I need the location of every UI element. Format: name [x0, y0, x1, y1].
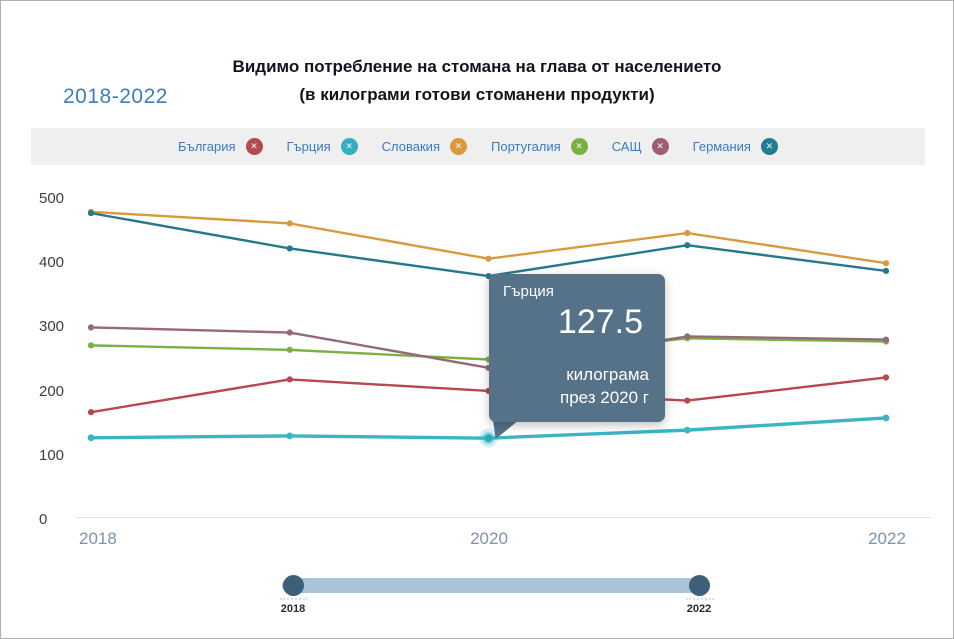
legend-remove-icon[interactable]: ✕ [245, 138, 263, 155]
legend-item-label: България [178, 139, 236, 154]
legend-remove-icon[interactable]: ✕ [651, 138, 669, 155]
legend-item-label: Португалия [491, 139, 561, 154]
y-tick-label: 100 [39, 446, 65, 464]
slider-handle-end[interactable] [689, 575, 710, 596]
legend-item-САЩ[interactable]: САЩ ✕ [612, 138, 669, 155]
data-point-Словакия-2021[interactable] [684, 229, 691, 237]
data-point-Германия-2019[interactable] [286, 245, 293, 252]
x-tick-label: 2020 [470, 529, 508, 548]
legend-item-Словакия[interactable]: Словакия ✕ [382, 138, 467, 155]
data-point-България-2021[interactable] [684, 397, 691, 404]
tooltip-unit: килограма [566, 365, 649, 384]
y-tick-label: 0 [39, 511, 48, 528]
legend-item-България[interactable]: България ✕ [178, 138, 263, 155]
data-point-САЩ-2018[interactable] [87, 324, 95, 331]
data-point-Словакия-2022[interactable] [882, 260, 890, 267]
x-tick-label: 2018 [79, 529, 117, 548]
data-point-Германия-2021[interactable] [684, 242, 691, 249]
legend-item-Германия[interactable]: Германия ✕ [693, 138, 778, 155]
data-point-САЩ-2019[interactable] [286, 329, 293, 336]
slider-start-label: 2018 [280, 603, 306, 615]
chart-title-line2: (в килограми готови стоманени продукти) [299, 85, 655, 104]
x-tick-label: 2022 [868, 529, 906, 548]
slider-end-label: 2022 [686, 603, 712, 615]
y-tick-label: 200 [39, 382, 65, 400]
legend: България ✕ Гърция ✕ Словакия ✕ Португалия ✕ САЩ ✕… [31, 128, 925, 165]
chart-title-line1: Видимо потребление на стомана на глава о… [232, 57, 722, 76]
data-point-САЩ-2022[interactable] [882, 336, 890, 343]
data-point-Словакия-2020[interactable] [485, 255, 492, 262]
legend-remove-icon[interactable]: ✕ [340, 138, 358, 155]
data-point-Гърция-2018[interactable] [87, 434, 95, 442]
data-point-Португалия-2019[interactable] [286, 346, 293, 353]
legend-item-label: САЩ [611, 139, 642, 154]
data-point-Гърция-2022[interactable] [882, 414, 890, 422]
data-point-Гърция-2019[interactable] [286, 432, 294, 440]
x-axis-line [76, 517, 931, 518]
data-point-САЩ-2021[interactable] [684, 333, 691, 340]
data-point-Гърция-2021[interactable] [683, 426, 691, 434]
data-point-Германия-2018[interactable] [87, 210, 95, 217]
legend-item-Португалия[interactable]: Португалия ✕ [491, 138, 588, 155]
slider-ticks-end [686, 598, 714, 600]
legend-remove-icon[interactable]: ✕ [570, 138, 588, 155]
legend-item-Гърция[interactable]: Гърция ✕ [287, 138, 358, 155]
tooltip-series-name: Гърция [503, 283, 554, 300]
data-point-Германия-2022[interactable] [882, 267, 890, 275]
data-point-Словакия-2019[interactable] [286, 220, 293, 227]
legend-remove-icon[interactable]: ✕ [760, 138, 778, 155]
legend-remove-icon[interactable]: ✕ [450, 138, 467, 155]
period-label: 2018-2022 [63, 85, 168, 108]
data-point-България-2022[interactable] [882, 374, 890, 381]
y-tick-label: 400 [39, 254, 65, 272]
data-point-Португалия-2018[interactable] [87, 342, 95, 349]
legend-item-label: Германия [692, 139, 751, 154]
legend-item-label: Гърция [286, 139, 331, 154]
highlighted-point-Гърция[interactable] [484, 434, 493, 443]
slider-ticks-start [280, 598, 308, 600]
tooltip-value: 127.5 [557, 303, 643, 341]
data-point-България-2019[interactable] [286, 376, 293, 383]
tooltip: Гърция 127.5 килограма през 2020 г [489, 274, 665, 422]
tooltip-when: през 2020 г [559, 388, 649, 407]
legend-item-label: Словакия [381, 139, 440, 154]
y-tick-label: 300 [39, 318, 65, 336]
slider-handle-start[interactable] [283, 575, 304, 596]
time-range-slider-track[interactable] [282, 578, 710, 593]
y-tick-label: 500 [39, 190, 65, 207]
data-point-България-2018[interactable] [87, 409, 95, 416]
chart-title: Видимо потребление на стомана на глава о… [1, 53, 953, 109]
